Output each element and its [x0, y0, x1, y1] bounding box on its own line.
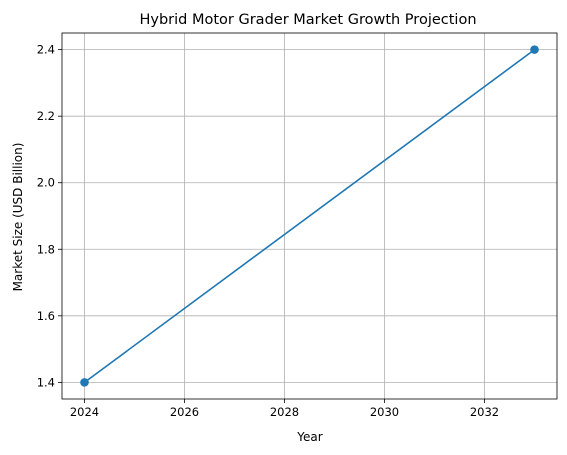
- ticks: 2024 2026 2028 2030 2032 1.4 1.6 1.8 2.0 2.2 2.4: [37, 43, 499, 419]
- x-tick-label: 2024: [70, 405, 99, 419]
- x-tick-label: 2028: [270, 405, 299, 419]
- y-tick-label: 2.4: [37, 43, 55, 57]
- y-tick-label: 1.6: [37, 309, 55, 323]
- x-tick-label: 2032: [470, 405, 499, 419]
- x-tick-label: 2026: [170, 405, 199, 419]
- series-line: [84, 48, 535, 384]
- y-axis-label: Market Size (USD Billion): [11, 143, 25, 292]
- plot-frame: [61, 32, 558, 400]
- data-point: [530, 45, 539, 54]
- x-tick-label: 2030: [370, 405, 399, 419]
- grid: [62, 33, 557, 399]
- y-tick-label: 2.0: [37, 176, 55, 190]
- y-tick-label: 1.4: [37, 375, 55, 389]
- y-tick-label: 2.2: [37, 109, 55, 123]
- chart-title: Hybrid Motor Grader Market Growth Projec…: [139, 12, 476, 28]
- x-axis-label: Year: [296, 430, 322, 444]
- y-tick-label: 1.8: [37, 242, 55, 256]
- data-point: [80, 378, 89, 387]
- series-layer: [80, 45, 539, 387]
